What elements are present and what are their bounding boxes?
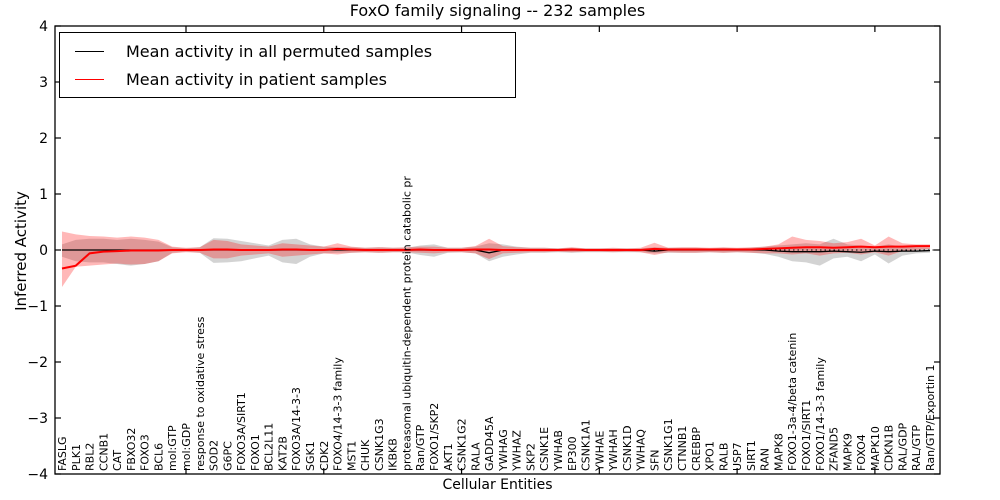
x-tick-label: G6PC: [221, 441, 234, 471]
x-tick-label: KAT2B: [276, 436, 289, 471]
x-tick-label: RAN: [759, 448, 772, 471]
patient-std-band: [62, 231, 930, 287]
y-tick-label: 1: [39, 187, 48, 203]
x-tick-label: SFN: [648, 449, 661, 471]
x-tick-label: CSNK1G2: [456, 418, 469, 471]
y-tick-label: 0: [39, 243, 48, 259]
x-tick-label: AKT1: [442, 443, 455, 471]
x-tick-label: YWHAG: [497, 429, 510, 472]
y-tick-label: −4: [27, 467, 48, 483]
x-tick-label: FASLG: [56, 437, 69, 471]
y-tick-label: −2: [27, 355, 48, 371]
legend-line-permuted-icon: [75, 50, 104, 52]
x-tick-label: USP7: [731, 442, 744, 471]
x-tick-label: proteasomal ubiquitin-dependent protein …: [400, 176, 413, 471]
legend-label-permuted: Mean activity in all permuted samples: [126, 41, 433, 61]
x-tick-label: CSNK1G1: [662, 418, 675, 471]
x-tick-label: FOXO1/SKP2: [428, 403, 441, 471]
x-tick-label: YWHAQ: [635, 429, 648, 472]
x-tick-label: CSNK1E: [538, 427, 551, 471]
x-tick-label: YWHAZ: [511, 430, 524, 472]
x-tick-label: FOXO4/14-3-3 family: [332, 357, 345, 471]
x-tick-label: XPO1: [704, 441, 717, 471]
x-tick-label: SGK1: [304, 441, 317, 471]
x-tick-label: SIRT1: [745, 440, 758, 471]
x-tick-label: RALB: [717, 443, 730, 471]
x-tick-label: MAPK8: [772, 433, 785, 471]
x-tick-label: CDK2: [318, 441, 331, 471]
x-tick-label: BCL6: [152, 443, 165, 471]
x-tick-label: RBL2: [84, 443, 97, 471]
x-tick-label: CTNNB1: [676, 426, 689, 471]
legend-item-permuted: Mean activity in all permuted samples: [75, 42, 515, 61]
x-tick-label: FOXO4: [855, 434, 868, 471]
x-tick-label: SOD2: [208, 440, 221, 471]
x-tick-label: PLK1: [70, 444, 83, 471]
x-tick-label: FOXO1/14-3-3 family: [814, 357, 827, 471]
x-tick-label: GADD45A: [483, 416, 496, 471]
x-tick-label: FOXO3A/14-3-3: [290, 387, 303, 471]
x-tick-label: Ran/GTP: [414, 424, 427, 471]
x-tick-label: mol:GTP: [166, 425, 179, 471]
x-tick-label: YWHAB: [552, 430, 565, 472]
x-tick-label: FBXO32: [125, 428, 138, 471]
x-tick-label: BCL2L11: [263, 423, 276, 471]
x-tick-label: CCNB1: [97, 433, 110, 471]
x-tick-label: Ran/GTP/Exportin 1: [924, 364, 937, 471]
x-tick-label: SKP2: [524, 443, 537, 471]
x-tick-label: FOXO1: [249, 434, 262, 471]
x-tick-label: FOXO1-3a-4/beta catenin: [786, 333, 799, 471]
x-tick-label: CSNK1A1: [580, 419, 593, 471]
x-tick-label: RAL/GDP: [896, 422, 909, 471]
x-tick-label: IKBKB: [387, 438, 400, 471]
x-tick-label: CSNK1G3: [373, 418, 386, 471]
x-tick-label: mol:GDP: [180, 423, 193, 471]
x-axis-label: Cellular Entities: [442, 477, 553, 493]
x-tick-label: CDKN1B: [883, 425, 896, 471]
y-tick-label: −1: [27, 299, 48, 315]
x-tick-label: CHUK: [359, 439, 372, 471]
x-tick-label: CAT: [111, 450, 124, 471]
x-tick-label: CSNK1D: [621, 425, 634, 471]
x-tick-label: MST1: [345, 441, 358, 471]
patient-mean-line: [61, 245, 930, 270]
x-tick-label: ZFAND5: [828, 427, 841, 471]
x-tick-label: CREBBP: [690, 427, 703, 471]
x-tick-label: MAPK10: [869, 426, 882, 471]
y-tick-label: 3: [39, 75, 48, 91]
y-tick-label: 2: [39, 131, 48, 147]
x-tick-label: EP300: [566, 436, 579, 471]
legend-label-patient: Mean activity in patient samples: [126, 69, 387, 89]
legend-line-patient-icon: [75, 78, 104, 80]
x-tick-label: FOXO3A/SIRT1: [235, 392, 248, 471]
y-tick-label: −3: [27, 411, 48, 427]
x-tick-label: FOXO1/SIRT1: [800, 400, 813, 471]
chart-title: FoxO family signaling -- 232 samples: [349, 1, 646, 20]
x-tick-label: YWHAE: [593, 431, 606, 472]
y-tick-label: 4: [39, 19, 48, 35]
x-tick-label: MAPK9: [841, 433, 854, 471]
x-tick-label: RAL/GTP: [910, 425, 923, 471]
legend-item-patient: Mean activity in patient samples: [75, 70, 515, 89]
x-tick-label: RALA: [469, 442, 482, 471]
legend: Mean activity in all permuted samples Me…: [59, 32, 516, 98]
x-tick-label: YWHAH: [607, 429, 620, 472]
x-tick-label: response to oxidative stress: [194, 316, 207, 471]
x-tick-label: FOXO3: [139, 434, 152, 471]
